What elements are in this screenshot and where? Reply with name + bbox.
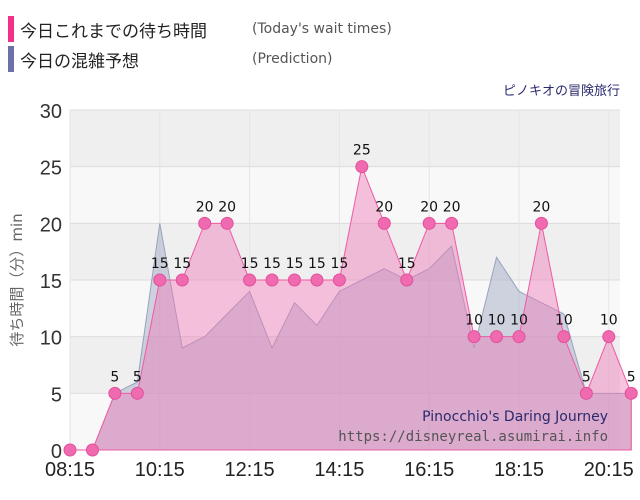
today-point <box>602 330 616 344</box>
today-point <box>445 216 459 230</box>
watermark-title: Pinocchio's Daring Journey <box>422 409 608 425</box>
legend-item-today: 今日これまでの待ち時間 (Today's wait times) <box>8 14 392 44</box>
data-label: 15 <box>286 256 304 272</box>
today-point <box>467 330 481 344</box>
data-label: 15 <box>151 256 169 272</box>
today-point <box>130 386 144 400</box>
y-tick-label: 30 <box>40 101 62 123</box>
data-label: 15 <box>308 256 326 272</box>
legend-item-prediction: 今日の混雑予想 (Prediction) <box>8 44 392 74</box>
data-label: 20 <box>375 199 393 215</box>
x-tick-label: 18:15 <box>494 459 544 481</box>
today-point <box>490 330 504 344</box>
legend-sub-prediction: (Prediction) <box>252 51 333 67</box>
watermark-url: https://disneyreal.asumirai.info <box>338 429 608 445</box>
attraction-name: ピノキオの冒険旅行 <box>502 84 620 99</box>
legend-label-today: 今日これまでの待ち時間 <box>20 21 207 42</box>
data-label: 5 <box>627 369 636 385</box>
y-axis-label: 待ち時間（分）min <box>8 213 26 346</box>
today-point <box>512 330 526 344</box>
data-label: 10 <box>600 313 618 329</box>
data-label: 5 <box>582 369 591 385</box>
today-point <box>198 216 212 230</box>
grid-band <box>70 110 620 167</box>
today-point <box>377 216 391 230</box>
data-label: 10 <box>555 313 573 329</box>
today-point <box>310 273 324 287</box>
y-tick-label: 25 <box>40 158 62 180</box>
data-label: 15 <box>263 256 281 272</box>
data-label: 15 <box>330 256 348 272</box>
today-point <box>400 273 414 287</box>
y-tick-label: 15 <box>40 271 62 293</box>
data-label: 10 <box>465 313 483 329</box>
legend-sub-today: (Today's wait times) <box>252 21 392 37</box>
legend-swatch-today <box>8 16 14 42</box>
today-point <box>265 273 279 287</box>
today-area <box>70 164 632 451</box>
today-point <box>175 273 189 287</box>
data-label: 15 <box>173 256 191 272</box>
legend-label-prediction: 今日の混雑予想 <box>20 51 139 72</box>
data-label: 25 <box>353 143 371 159</box>
today-point <box>534 216 548 230</box>
today-point <box>220 216 234 230</box>
today-point <box>422 216 436 230</box>
x-tick-label: 16:15 <box>404 459 454 481</box>
y-tick-label: 20 <box>40 214 62 236</box>
today-point <box>355 160 369 174</box>
today-point <box>287 273 301 287</box>
today-point <box>153 273 167 287</box>
today-point <box>243 273 257 287</box>
data-label: 20 <box>218 199 236 215</box>
today-point <box>624 386 638 400</box>
prediction-area <box>70 223 632 451</box>
data-label: 20 <box>443 199 461 215</box>
today-point <box>108 386 122 400</box>
data-label: 5 <box>110 369 119 385</box>
x-tick-label: 14:15 <box>314 459 364 481</box>
data-label: 10 <box>510 313 528 329</box>
today-point <box>85 443 99 457</box>
legend-swatch-prediction <box>8 46 14 72</box>
x-tick-label: 12:15 <box>225 459 275 481</box>
grid-band <box>70 166 620 224</box>
today-point <box>332 273 346 287</box>
x-tick-label: 08:15 <box>45 459 95 481</box>
data-label: 5 <box>133 369 142 385</box>
data-label: 20 <box>533 199 551 215</box>
x-tick-label: 20:15 <box>584 459 634 481</box>
data-label: 15 <box>398 256 416 272</box>
data-label: 15 <box>241 256 259 272</box>
y-tick-label: 5 <box>51 384 62 406</box>
x-tick-label: 10:15 <box>135 459 185 481</box>
y-tick-label: 0 <box>51 441 62 463</box>
data-label: 20 <box>420 199 438 215</box>
legend: 今日これまでの待ち時間 (Today's wait times) 今日の混雑予想… <box>8 14 392 74</box>
y-tick-label: 10 <box>40 328 62 350</box>
today-point <box>63 443 77 457</box>
data-label: 10 <box>488 313 506 329</box>
today-point <box>557 330 571 344</box>
data-label: 20 <box>196 199 214 215</box>
today-point <box>579 386 593 400</box>
